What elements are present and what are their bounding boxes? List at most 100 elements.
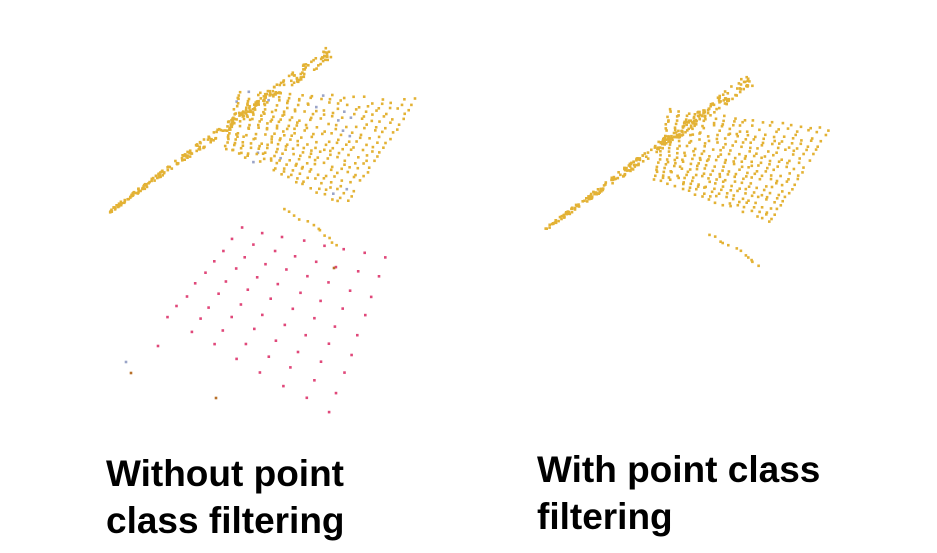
ground-point: [316, 173, 320, 177]
ground-point: [288, 118, 292, 122]
ground-point: [577, 203, 580, 206]
ground-point: [698, 156, 702, 160]
ground-point: [301, 151, 305, 154]
ground-point: [345, 143, 348, 146]
ground-point: [725, 102, 728, 106]
ground-point: [242, 114, 245, 118]
ground-point: [749, 141, 752, 144]
ground-point: [683, 121, 686, 124]
ground-point: [245, 114, 249, 117]
ground-point: [703, 109, 706, 112]
ground-point: [704, 117, 707, 121]
ground-point: [745, 75, 748, 79]
ground-point: [681, 130, 684, 134]
ground-point: [123, 198, 127, 202]
ground-point: [329, 186, 332, 189]
ground-point: [750, 176, 753, 179]
ground-point: [787, 191, 791, 195]
ground-point: [689, 119, 693, 122]
ground-point: [310, 135, 314, 139]
ground-point: [728, 202, 732, 205]
ground-point: [301, 165, 304, 169]
ground-point: [773, 201, 776, 204]
unfiltered-caption: Without point class filtering: [106, 453, 345, 541]
ground-point: [672, 131, 676, 135]
ground-point: [786, 127, 790, 130]
ground-point: [709, 104, 712, 108]
noise-point: [274, 339, 278, 342]
ground-point: [266, 89, 270, 93]
ground-point: [688, 186, 692, 189]
ground-point: [306, 220, 310, 223]
ground-point: [653, 146, 657, 149]
ground-point: [292, 81, 296, 84]
noise-point: [313, 316, 316, 320]
ground-point: [296, 80, 299, 83]
ground-point: [741, 210, 745, 214]
ground-point: [297, 157, 301, 161]
ground-point: [683, 151, 686, 155]
ground-point: [738, 90, 742, 94]
ground-point: [687, 121, 690, 124]
ground-point: [301, 94, 304, 97]
ground-point: [323, 130, 326, 133]
ground-point: [760, 144, 764, 147]
ground-point: [276, 147, 279, 151]
ground-point: [806, 145, 810, 148]
ground-point: [548, 226, 551, 229]
ground-point: [267, 98, 270, 102]
ground-point: [795, 147, 799, 150]
ground-point: [276, 142, 280, 146]
ground-point: [326, 58, 329, 62]
ground-point: [673, 184, 677, 188]
ground-point: [243, 156, 247, 159]
ground-point: [760, 174, 764, 178]
ground-point: [744, 154, 747, 158]
ground-point: [719, 153, 723, 156]
ground-point: [745, 130, 749, 133]
ground-point: [274, 108, 278, 112]
ground-point: [740, 165, 744, 169]
ground-point: [787, 178, 790, 181]
ground-point: [669, 140, 672, 144]
ground-point: [709, 173, 712, 176]
ground-point: [698, 113, 702, 116]
ground-point: [557, 219, 560, 223]
ground-point: [254, 137, 257, 140]
ground-point: [788, 172, 791, 175]
ground-point: [716, 133, 719, 137]
ground-point: [317, 64, 320, 67]
ground-point: [567, 211, 570, 214]
ground-point: [302, 180, 305, 183]
ground-point: [276, 91, 279, 95]
ground-point: [786, 161, 789, 165]
noise-point: [175, 304, 178, 308]
ground-point: [413, 97, 417, 100]
ground-point: [296, 143, 300, 147]
ground-point: [682, 181, 685, 184]
ground-point: [290, 173, 293, 177]
ground-point: [328, 101, 331, 104]
noise-point: [356, 333, 359, 337]
ground-point: [698, 117, 701, 121]
ground-point: [770, 120, 774, 124]
ground-point: [796, 174, 800, 177]
ground-point: [772, 135, 776, 139]
ground-point: [781, 190, 784, 193]
ground-point: [261, 152, 265, 155]
ground-point: [301, 182, 304, 186]
ground-point: [688, 141, 691, 144]
ground-point: [118, 202, 121, 206]
ground-point: [617, 171, 620, 174]
ground-point: [207, 135, 210, 139]
ground-point: [750, 160, 753, 164]
ground-point: [701, 174, 704, 178]
ground-point: [181, 159, 184, 162]
ground-point: [551, 222, 555, 225]
ground-point: [319, 57, 323, 61]
ground-point: [775, 130, 778, 134]
ground-point: [741, 120, 744, 124]
ground-point: [186, 154, 189, 157]
ground-point: [273, 154, 276, 158]
ground-point: [726, 98, 730, 102]
